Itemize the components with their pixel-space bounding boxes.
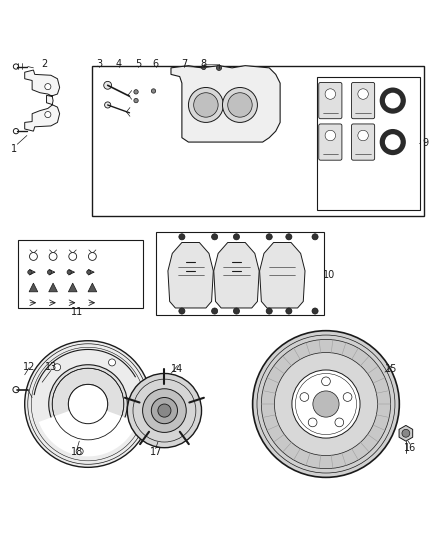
Circle shape bbox=[233, 308, 240, 314]
Polygon shape bbox=[39, 404, 137, 456]
Circle shape bbox=[49, 365, 127, 443]
Circle shape bbox=[275, 352, 378, 456]
Circle shape bbox=[228, 93, 252, 117]
Circle shape bbox=[188, 87, 223, 123]
Circle shape bbox=[25, 341, 151, 467]
Circle shape bbox=[179, 234, 185, 240]
Circle shape bbox=[194, 93, 218, 117]
Text: 3: 3 bbox=[96, 59, 102, 69]
Polygon shape bbox=[168, 243, 213, 308]
Circle shape bbox=[151, 89, 155, 93]
Circle shape bbox=[286, 234, 292, 240]
Text: 10: 10 bbox=[323, 270, 335, 280]
Circle shape bbox=[104, 82, 112, 89]
Circle shape bbox=[312, 308, 318, 314]
Text: 12: 12 bbox=[23, 362, 35, 372]
Circle shape bbox=[28, 270, 32, 274]
Circle shape bbox=[380, 129, 406, 155]
Polygon shape bbox=[171, 66, 280, 142]
Circle shape bbox=[13, 128, 18, 134]
Circle shape bbox=[87, 270, 91, 274]
Polygon shape bbox=[49, 283, 57, 292]
Circle shape bbox=[343, 393, 352, 401]
Circle shape bbox=[212, 234, 218, 240]
Circle shape bbox=[13, 386, 19, 393]
Polygon shape bbox=[260, 243, 305, 308]
Circle shape bbox=[105, 102, 111, 108]
Text: 11: 11 bbox=[71, 308, 83, 317]
Bar bbox=[18, 240, 143, 308]
Polygon shape bbox=[399, 425, 413, 441]
Circle shape bbox=[292, 370, 360, 438]
Bar bbox=[317, 77, 420, 210]
Text: 2: 2 bbox=[41, 59, 47, 69]
Circle shape bbox=[253, 330, 399, 478]
Circle shape bbox=[312, 234, 318, 240]
Polygon shape bbox=[25, 70, 60, 131]
Circle shape bbox=[109, 359, 116, 366]
Circle shape bbox=[45, 84, 51, 90]
Circle shape bbox=[325, 130, 336, 141]
Circle shape bbox=[45, 111, 51, 118]
Circle shape bbox=[68, 384, 108, 424]
Circle shape bbox=[286, 308, 292, 314]
Circle shape bbox=[313, 391, 339, 417]
Circle shape bbox=[134, 99, 138, 103]
Circle shape bbox=[325, 89, 336, 99]
Circle shape bbox=[266, 308, 272, 314]
Circle shape bbox=[402, 430, 410, 437]
Circle shape bbox=[201, 65, 206, 70]
Circle shape bbox=[76, 448, 83, 455]
Circle shape bbox=[67, 270, 71, 274]
Text: 7: 7 bbox=[181, 59, 187, 69]
Text: 4: 4 bbox=[116, 59, 122, 69]
FancyBboxPatch shape bbox=[319, 124, 342, 160]
Circle shape bbox=[385, 134, 401, 150]
Circle shape bbox=[158, 404, 171, 417]
Circle shape bbox=[266, 234, 272, 240]
Circle shape bbox=[179, 308, 185, 314]
Text: 1: 1 bbox=[11, 143, 17, 154]
Circle shape bbox=[321, 377, 330, 386]
Text: 9: 9 bbox=[422, 138, 428, 148]
Circle shape bbox=[127, 374, 201, 448]
Text: 5: 5 bbox=[135, 59, 141, 69]
Circle shape bbox=[143, 389, 186, 432]
Circle shape bbox=[47, 270, 52, 274]
Polygon shape bbox=[214, 243, 259, 308]
Circle shape bbox=[151, 398, 177, 424]
Text: 18: 18 bbox=[71, 447, 83, 457]
Circle shape bbox=[335, 418, 344, 427]
FancyBboxPatch shape bbox=[352, 83, 374, 119]
Polygon shape bbox=[29, 283, 38, 292]
Text: 8: 8 bbox=[201, 59, 207, 69]
Polygon shape bbox=[88, 283, 97, 292]
Polygon shape bbox=[68, 283, 77, 292]
Circle shape bbox=[212, 308, 218, 314]
Text: 17: 17 bbox=[149, 447, 162, 457]
Circle shape bbox=[380, 87, 406, 114]
Text: 6: 6 bbox=[152, 59, 159, 69]
Circle shape bbox=[216, 65, 222, 70]
Text: 15: 15 bbox=[385, 364, 398, 374]
Circle shape bbox=[358, 130, 368, 141]
FancyBboxPatch shape bbox=[352, 124, 374, 160]
Bar bbox=[155, 231, 324, 314]
Text: 14: 14 bbox=[171, 364, 184, 374]
Circle shape bbox=[261, 340, 391, 469]
Circle shape bbox=[13, 64, 18, 69]
Circle shape bbox=[385, 93, 401, 108]
Circle shape bbox=[68, 384, 108, 424]
Circle shape bbox=[233, 234, 240, 240]
Text: 16: 16 bbox=[404, 443, 417, 453]
Circle shape bbox=[308, 418, 317, 427]
Circle shape bbox=[358, 89, 368, 99]
Circle shape bbox=[134, 90, 138, 94]
Circle shape bbox=[223, 87, 258, 123]
Circle shape bbox=[300, 393, 309, 401]
Text: 13: 13 bbox=[45, 362, 57, 372]
Circle shape bbox=[53, 364, 60, 371]
FancyBboxPatch shape bbox=[319, 83, 342, 119]
Bar bbox=[92, 66, 424, 216]
